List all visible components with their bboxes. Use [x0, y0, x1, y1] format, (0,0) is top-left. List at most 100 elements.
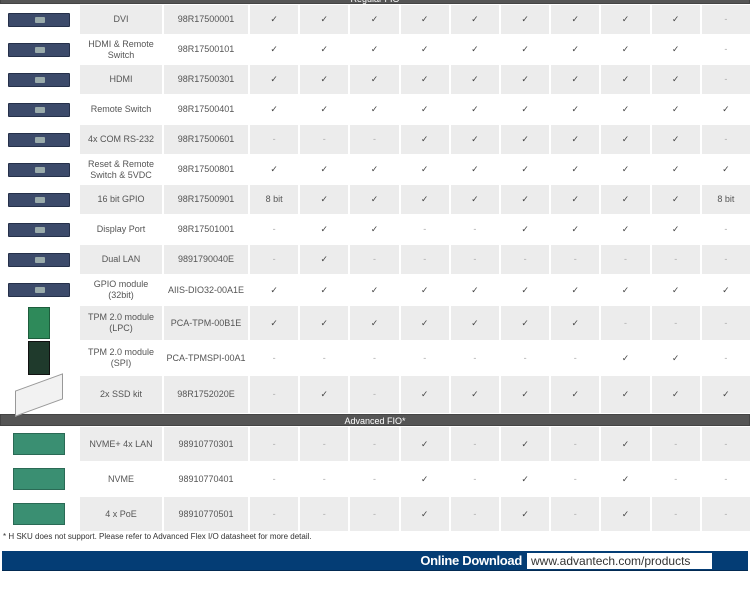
check-icon: ✓ — [571, 164, 580, 174]
check-icon: ✓ — [601, 65, 650, 94]
gpio-board-icon — [8, 192, 70, 207]
support-cell: - — [350, 376, 399, 413]
check-icon: ✓ — [501, 65, 550, 94]
part-number: 98910770301 — [164, 427, 248, 461]
check-icon: ✓ — [651, 376, 700, 413]
check-icon: ✓ — [270, 44, 278, 54]
check-icon: ✓ — [521, 104, 529, 114]
check-icon: ✓ — [621, 352, 630, 363]
part-number: 98R1752020E — [164, 376, 248, 413]
support-cell: - — [724, 473, 728, 484]
check-icon: ✓ — [350, 5, 399, 34]
check-icon: ✓ — [701, 376, 750, 413]
check-icon: ✓ — [722, 284, 730, 295]
check-icon: ✓ — [571, 224, 580, 234]
support-cell: - — [372, 473, 376, 484]
support-cell: - — [272, 473, 276, 484]
download-bar: Online Download www.advantech.com/produc… — [2, 551, 748, 571]
support-cell: - — [601, 245, 650, 274]
support-cell: - — [701, 5, 750, 34]
check-icon: ✓ — [450, 376, 499, 413]
check-icon: ✓ — [551, 376, 600, 413]
part-number: 98R17500301 — [164, 65, 248, 94]
support-cell: - — [701, 245, 750, 274]
download-url-link[interactable]: www.advantech.com/products — [527, 553, 712, 569]
support-cell: - — [573, 473, 577, 484]
support-cell: - — [322, 352, 326, 363]
gpio-module-board-icon — [8, 283, 70, 297]
table-row: Display Port 98R17501001 - ✓ ✓ - - ✓ ✓ ✓ ✓ - — [0, 215, 750, 244]
check-icon: ✓ — [521, 44, 529, 54]
check-icon: ✓ — [621, 224, 630, 234]
check-icon: ✓ — [671, 44, 680, 54]
check-icon: ✓ — [320, 224, 329, 234]
download-label: Online Download — [420, 553, 522, 568]
check-icon: ✓ — [722, 104, 730, 114]
product-image — [0, 155, 78, 184]
support-cell: - — [272, 352, 276, 363]
product-image — [0, 65, 78, 94]
product-image — [0, 462, 78, 496]
check-icon: ✓ — [551, 185, 600, 214]
product-image — [0, 306, 78, 340]
poe-board-icon — [13, 503, 65, 525]
support-cell: - — [350, 497, 399, 531]
check-icon: ✓ — [571, 44, 580, 54]
check-icon: ✓ — [651, 125, 700, 154]
check-icon: ✓ — [270, 104, 278, 114]
table-row: DVI 98R17500001 ✓ ✓ ✓ ✓ ✓ ✓ ✓ ✓ ✓ - — [0, 5, 750, 34]
check-icon: ✓ — [601, 376, 650, 413]
check-icon: ✓ — [400, 65, 449, 94]
check-icon: ✓ — [501, 125, 550, 154]
tpm-lpc-module-icon — [28, 307, 50, 339]
support-cell: - — [701, 125, 750, 154]
table-row: Remote Switch 98R17500401 ✓ ✓ ✓ ✓ ✓ ✓ ✓ ✓ ✓ ✓ — [0, 95, 750, 124]
check-icon: ✓ — [551, 65, 600, 94]
check-icon: ✓ — [420, 473, 429, 484]
support-cell: - — [350, 125, 399, 154]
support-cell: - — [322, 473, 326, 484]
displayport-board-icon — [8, 222, 70, 237]
support-cell: - — [450, 497, 499, 531]
support-cell: - — [701, 306, 750, 340]
check-icon: ✓ — [601, 427, 650, 461]
ssd-kit-icon — [15, 372, 63, 417]
table-row: 4x COM RS-232 98R17500601- - - ✓ ✓ ✓ ✓ ✓ ✓ - — [0, 125, 750, 154]
dual-lan-board-icon — [8, 252, 70, 267]
product-name: Remote Switch — [90, 104, 152, 114]
support-cell: - — [701, 65, 750, 94]
check-icon: ✓ — [400, 427, 449, 461]
support-cell: - — [523, 352, 527, 363]
part-number: 98R17501001 — [177, 224, 235, 234]
support-cell: - — [250, 125, 299, 154]
support-cell: - — [372, 352, 376, 363]
support-cell: - — [724, 44, 728, 54]
product-image — [0, 341, 78, 375]
product-name: NVME+ 4x LAN — [80, 427, 162, 461]
table-row: HDMI & Remote Switch 98R17500101 ✓ ✓ ✓ ✓ ✓ ✓ ✓ ✓ ✓… — [0, 35, 750, 64]
check-icon: ✓ — [370, 164, 379, 174]
check-icon: ✓ — [471, 104, 479, 114]
product-name: 2x SSD kit — [80, 376, 162, 413]
check-icon: ✓ — [300, 245, 349, 274]
support-cell: - — [450, 245, 499, 274]
check-icon: ✓ — [370, 44, 379, 54]
product-image — [0, 497, 78, 531]
check-icon: ✓ — [571, 104, 580, 114]
check-icon: ✓ — [551, 5, 600, 34]
check-icon: ✓ — [471, 284, 479, 295]
check-icon: ✓ — [370, 224, 379, 234]
part-number: 9891790040E — [164, 245, 248, 274]
product-name: TPM 2.0 module (SPI) — [87, 347, 155, 368]
part-number: PCA-TPMSPI-00A1 — [166, 352, 246, 363]
check-icon: ✓ — [651, 5, 700, 34]
support-cell: - — [300, 427, 349, 461]
support-cell: - — [350, 427, 399, 461]
check-icon: ✓ — [521, 473, 529, 484]
check-icon: ✓ — [601, 125, 650, 154]
part-number: 98R17500901 — [164, 185, 248, 214]
check-icon: ✓ — [400, 5, 449, 34]
support-cell: - — [651, 245, 700, 274]
table-row: HDMI 98R17500301 ✓ ✓ ✓ ✓ ✓ ✓ ✓ ✓ ✓ - — [0, 65, 750, 94]
nvme-lan-board-icon — [13, 433, 65, 455]
